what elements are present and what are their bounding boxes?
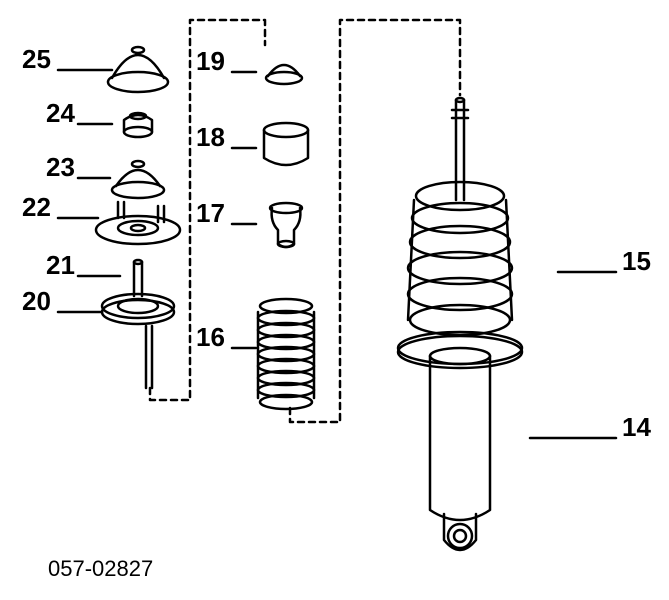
callout-20: 20	[22, 286, 51, 317]
callout-15: 15	[622, 246, 651, 277]
parts-drawing	[0, 0, 669, 600]
callout-22: 22	[22, 192, 51, 223]
callout-25: 25	[22, 44, 51, 75]
part-number: 057-02827	[48, 556, 153, 582]
callout-18: 18	[196, 122, 225, 153]
callout-23: 23	[46, 152, 75, 183]
callout-16: 16	[196, 322, 225, 353]
callout-14: 14	[622, 412, 651, 443]
callout-17: 17	[196, 198, 225, 229]
callout-21: 21	[46, 250, 75, 281]
callout-24: 24	[46, 98, 75, 129]
callout-19: 19	[196, 46, 225, 77]
diagram-stage: 25 24 23 22 21 20 19 18 17 16 15 14 057-…	[0, 0, 669, 600]
